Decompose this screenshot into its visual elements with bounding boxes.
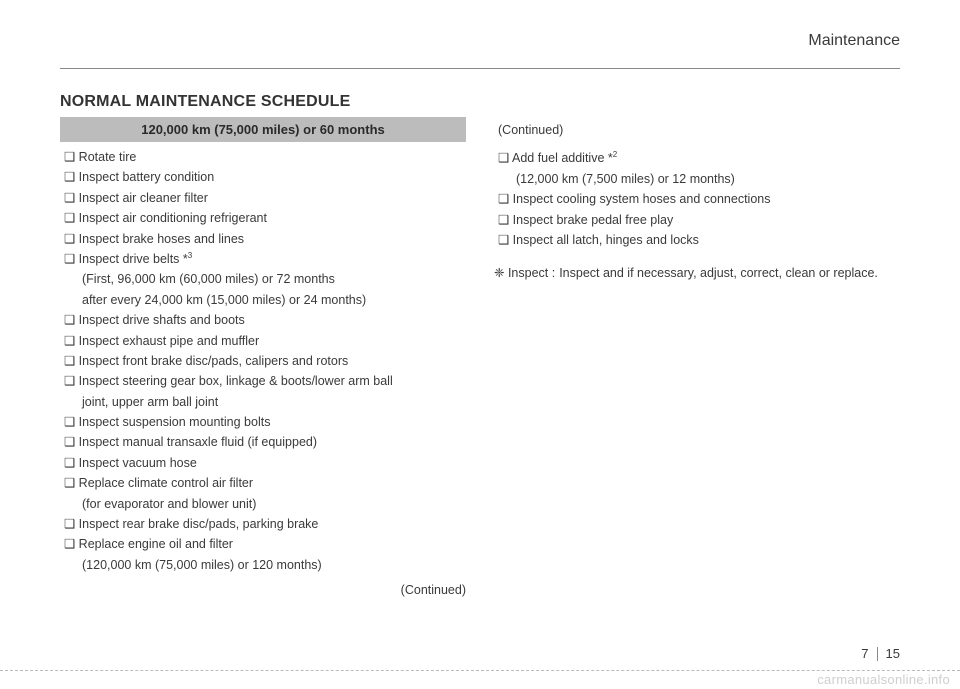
continued-label: (Continued) [60,583,466,597]
list-subitem: (12,000 km (7,500 miles) or 12 months) [498,170,896,189]
list-subitem: (for evaporator and blower unit) [64,495,462,514]
list-item: ❑ Inspect all latch, hinges and locks [498,231,896,250]
section-name: Maintenance [60,32,900,50]
spacer [498,141,896,149]
list-item: ❑ Inspect exhaust pipe and muffler [64,332,462,351]
maintenance-list-right: (Continued) ❑ Add fuel additive *2 (12,0… [494,117,900,250]
list-item: ❑ Inspect air conditioning refrigerant [64,209,462,228]
list-item: ❑ Inspect brake pedal free play [498,211,896,230]
list-subitem: (120,000 km (75,000 miles) or 120 months… [64,556,462,575]
list-item: ❑ Inspect air cleaner filter [64,189,462,208]
list-item: ❑ Inspect vacuum hose [64,454,462,473]
list-item: ❑ Add fuel additive *2 [498,149,896,169]
watermark: carmanualsonline.info [817,672,950,687]
footer-divider [877,647,878,661]
list-subitem: joint, upper arm ball joint [64,393,462,412]
page-title: NORMAL MAINTENANCE SCHEDULE [60,93,900,111]
page-footer: 7 15 [861,646,900,661]
drive-belts-text: ❑ Inspect drive belts * [64,252,188,266]
list-item: ❑ Inspect manual transaxle fluid (if equ… [64,433,462,452]
content-columns: 120,000 km (75,000 miles) or 60 months ❑… [60,117,900,597]
list-item: ❑ Inspect cooling system hoses and conne… [498,190,896,209]
list-item: ❑ Replace engine oil and filter [64,535,462,554]
list-subitem: (First, 96,000 km (60,000 miles) or 72 m… [64,270,462,289]
chapter-number: 7 [861,646,868,661]
page-number: 15 [886,646,900,661]
list-subitem: after every 24,000 km (15,000 miles) or … [64,291,462,310]
dashed-rule [0,670,960,671]
left-column: 120,000 km (75,000 miles) or 60 months ❑… [60,117,466,597]
inspect-note: ❈ Inspect : Inspect and if necessary, ad… [494,264,900,283]
list-item: ❑ Inspect rear brake disc/pads, parking … [64,515,462,534]
header-rule [60,68,900,69]
list-item: ❑ Inspect drive belts *3 [64,250,462,270]
list-item: ❑ Inspect suspension mounting bolts [64,413,462,432]
footnote-marker: 3 [188,251,192,260]
list-item: ❑ Inspect battery condition [64,168,462,187]
list-item: ❑ Inspect brake hoses and lines [64,230,462,249]
page: Maintenance NORMAL MAINTENANCE SCHEDULE … [0,0,960,689]
fuel-additive-text: ❑ Add fuel additive * [498,152,613,166]
note-label: ❈ Inspect : [494,264,555,283]
list-item: ❑ Inspect front brake disc/pads, caliper… [64,352,462,371]
right-column: (Continued) ❑ Add fuel additive *2 (12,0… [494,117,900,597]
maintenance-list-left: ❑ Rotate tire ❑ Inspect battery conditio… [60,142,466,575]
list-item: ❑ Inspect drive shafts and boots [64,311,462,330]
interval-header: 120,000 km (75,000 miles) or 60 months [60,117,466,142]
list-item: ❑ Replace climate control air filter [64,474,462,493]
list-item: ❑ Rotate tire [64,148,462,167]
continued-top: (Continued) [498,121,896,140]
list-item: ❑ Inspect steering gear box, linkage & b… [64,372,462,391]
footnote-marker: 2 [613,150,617,159]
note-body: Inspect and if necessary, adjust, correc… [559,264,878,283]
